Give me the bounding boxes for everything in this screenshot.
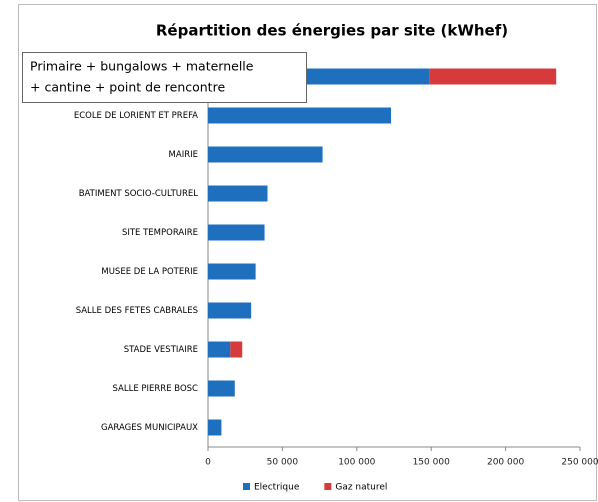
x-tick-label: 0 [205,458,211,468]
x-tick-label: 200 000 [487,458,524,468]
bar [208,380,235,397]
bar [208,107,392,124]
legend-label: Electrique [254,483,300,493]
category-label: BATIMENT SOCIO-CULTUREL [79,189,199,199]
bar [208,185,268,202]
category-label: SITE TEMPORAIRE [122,228,198,238]
category-label: SALLE DES FETES CABRALES [76,306,198,316]
chart-title: Répartition des énergies par site (kWhef… [156,22,508,40]
x-tick-label: 150 000 [413,458,450,468]
bar [208,224,265,241]
bar [208,419,222,436]
category-label: ECOLE DE LORIENT ET PREFA [74,111,198,121]
category-label: SALLE PIERRE BOSC [112,384,198,394]
legend-label: Gaz naturel [335,483,387,493]
bar [208,146,323,163]
category-label: STADE VESTIAIRE [124,345,198,355]
legend-swatch [324,483,332,490]
bar [208,302,252,319]
x-tick-label: 250 000 [561,458,598,468]
x-tick-label: 50 000 [267,458,299,468]
annotation-text: Primaire + bungalows + maternelle [30,59,254,74]
bar [208,341,231,358]
x-tick-label: 100 000 [338,458,375,468]
bar [208,263,256,280]
category-label: MAIRIE [169,150,198,160]
category-label: MUSEE DE LA POTERIE [101,267,198,277]
annotation-text: + cantine + point de rencontre [30,80,225,95]
legend-swatch [243,483,250,490]
annotation-box [22,52,307,103]
category-label: GARAGES MUNICIPAUX [101,423,198,433]
bar [230,341,243,358]
bar [429,68,557,85]
